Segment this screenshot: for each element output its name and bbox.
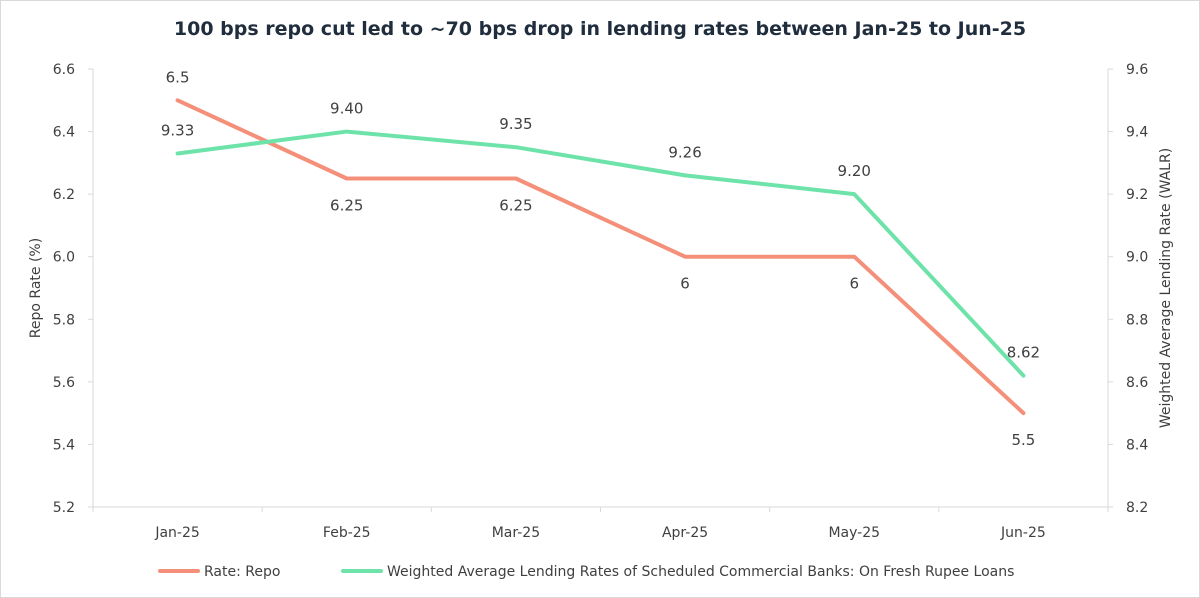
data-label: 5.5 <box>1011 431 1035 449</box>
x-tick-label: Jan-25 <box>154 525 199 541</box>
series-lines <box>175 98 1026 416</box>
left-tick-label: 5.4 <box>53 437 75 453</box>
series-line-repo <box>175 98 1026 416</box>
data-label: 6.5 <box>166 68 190 86</box>
data-label: 6 <box>680 275 690 293</box>
left-tick-label: 5.2 <box>53 500 75 516</box>
right-axis-title: Weighted Average Lending Rate (WALR) <box>1158 148 1174 428</box>
right-tick-label: 8.2 <box>1126 500 1148 516</box>
left-tick-label: 6.0 <box>53 250 75 266</box>
right-tick-label: 9.2 <box>1126 187 1148 203</box>
x-tick-label: Jun-25 <box>1000 525 1046 541</box>
x-tick-label: Mar-25 <box>492 525 540 541</box>
data-label: 9.20 <box>838 162 871 180</box>
legend-label: Rate: Repo <box>204 564 280 580</box>
left-tick-label: 5.8 <box>53 312 75 328</box>
data-label: 9.33 <box>161 121 194 139</box>
data-label: 8.62 <box>1007 344 1040 362</box>
left-tick-label: 5.6 <box>53 375 75 391</box>
left-tick-label: 6.6 <box>53 62 75 78</box>
chart-title: 100 bps repo cut led to ~70 bps drop in … <box>173 18 1027 40</box>
left-axis-title: Repo Rate (%) <box>28 238 44 338</box>
data-label: 6.25 <box>330 197 363 215</box>
left-tick-label: 6.2 <box>53 187 75 203</box>
legend: Rate: Repo Weighted Average Lending Rates… <box>158 564 1014 580</box>
left-tick-label: 6.4 <box>53 125 75 141</box>
right-tick-label: 9.4 <box>1126 125 1148 141</box>
data-label: 6 <box>849 275 859 293</box>
right-tick-label: 9.0 <box>1126 250 1148 266</box>
right-tick-label: 8.8 <box>1126 312 1148 328</box>
data-label: 9.35 <box>499 115 532 133</box>
data-label: 9.40 <box>330 100 363 118</box>
data-labels: 6.5 6.25 6.25 6 6 5.5 9.33 9.40 9.35 9.26 9.20 8.62 <box>161 68 1040 449</box>
right-tick-label: 9.6 <box>1126 62 1148 78</box>
x-tick-label: Feb-25 <box>323 525 371 541</box>
data-label: 6.25 <box>499 197 532 215</box>
data-label: 9.26 <box>668 143 701 161</box>
legend-label: Weighted Average Lending Rates of Schedu… <box>387 564 1014 580</box>
right-tick-label: 8.4 <box>1126 437 1148 453</box>
x-tick-label: Apr-25 <box>662 525 708 541</box>
x-tick-label: May-25 <box>828 525 880 541</box>
series-line-walr <box>175 129 1026 378</box>
axes: 5.2 5.4 5.6 5.8 6.0 6.2 6.4 6.6 8.2 8.4 8.6 8.8 9.0 9… <box>28 62 1174 541</box>
right-tick-label: 8.6 <box>1126 375 1148 391</box>
